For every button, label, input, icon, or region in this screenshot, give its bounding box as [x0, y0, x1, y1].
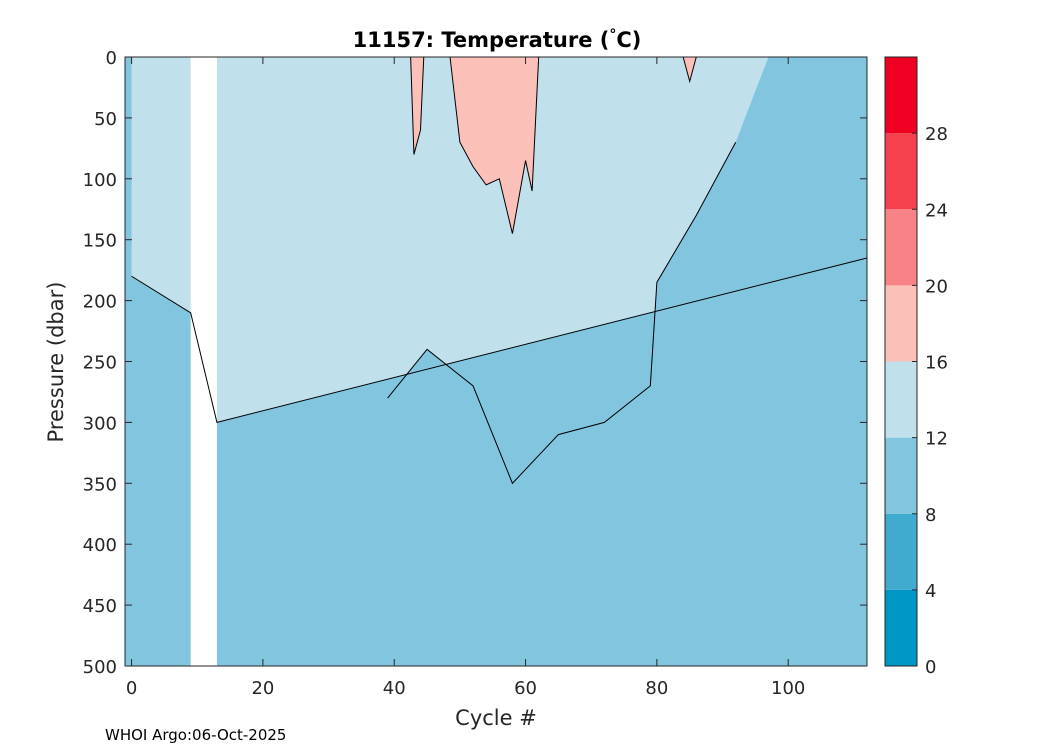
x-tick-label: 60 [514, 678, 537, 699]
colorbar-tick-label: 4 [925, 581, 936, 602]
y-tick-label: 350 [83, 474, 117, 495]
isotherm-line [131, 257, 868, 424]
colorbar-tick-label: 16 [925, 353, 948, 374]
colorbar-tick-label: 28 [925, 124, 948, 145]
y-tick-label: 500 [83, 657, 117, 678]
contour-region-16-20 [683, 57, 697, 82]
colorbar-segment [885, 513, 917, 590]
y-tick-label: 0 [106, 48, 117, 69]
y-axis-label: Pressure (dbar) [44, 282, 68, 443]
y-tick-label: 150 [83, 231, 117, 252]
colorbar-tick-label: 8 [925, 505, 936, 526]
isotherm-line [682, 56, 697, 84]
colorbar-segment [885, 285, 917, 362]
contour-region-12-16 [131, 57, 867, 423]
y-tick-label: 200 [83, 292, 117, 313]
contour-region-8-12 [387, 57, 867, 666]
y-tick-label: 50 [94, 109, 117, 130]
missing-data-gap [190, 57, 217, 666]
title-prefix: 11157: Temperature ( [353, 28, 610, 52]
colorbar-tick-label: 12 [925, 429, 948, 450]
x-tick-label: 40 [383, 678, 406, 699]
y-tick-label: 100 [83, 170, 117, 191]
colorbar-tick-label: 0 [925, 657, 936, 678]
isotherm-line [387, 142, 737, 485]
colorbar: 0 4 8 12 16 20 24 28 [884, 56, 948, 678]
contour-regions [131, 57, 867, 666]
contour-region-16-20 [450, 57, 539, 234]
title-suffix: C) [616, 28, 641, 52]
x-tick-label: 0 [126, 678, 137, 699]
contour-lines [131, 56, 868, 485]
colorbar-segment [885, 57, 917, 134]
colorbar-tick-label: 20 [925, 276, 948, 297]
y-tick-label: 250 [83, 353, 117, 374]
chart-title: 11157: Temperature (°C) [353, 27, 642, 52]
x-tick-label: 20 [251, 678, 274, 699]
isotherm-line [449, 56, 540, 234]
axes: 0 20 40 60 80 100 0 50 100 150 200 250 300 350 400 450 5… [83, 48, 868, 699]
x-axis-label: Cycle # [455, 706, 537, 730]
colorbar-segment [885, 133, 917, 210]
data-gaps [190, 57, 217, 666]
isotherm-line [410, 56, 425, 155]
y-tick-label: 450 [83, 596, 117, 617]
title-degree-symbol: ° [609, 27, 616, 43]
colorbar-segment [885, 589, 917, 666]
y-tick-label: 300 [83, 413, 117, 434]
x-tick-label: 80 [645, 678, 668, 699]
x-tick-label: 100 [771, 678, 805, 699]
colorbar-segment [885, 437, 917, 514]
plot-frame [124, 56, 868, 667]
colorbar-tick-label: 24 [925, 200, 948, 221]
footer-text: WHOI Argo:06-Oct-2025 [105, 726, 287, 744]
plot-area [125, 56, 868, 666]
colorbar-segment [885, 209, 917, 286]
colorbar-segment [885, 361, 917, 438]
y-tick-label: 400 [83, 535, 117, 556]
